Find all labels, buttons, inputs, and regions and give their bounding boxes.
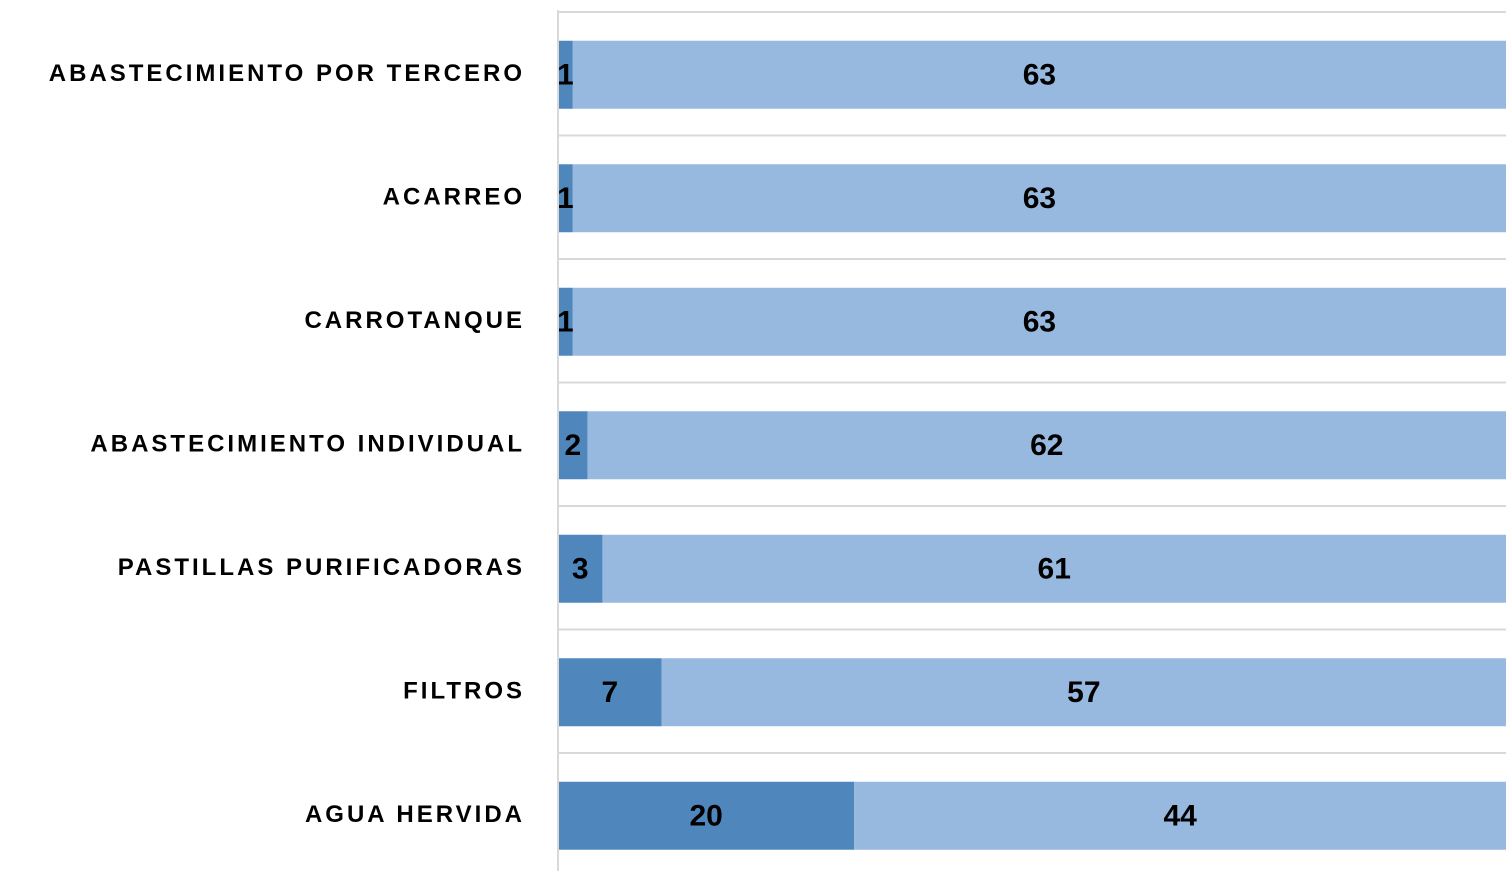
category-label: ABASTECIMIENTO INDIVIDUAL xyxy=(90,431,525,458)
data-label: 62 xyxy=(1030,429,1063,462)
data-label: 2 xyxy=(564,429,581,462)
data-label: 3 xyxy=(572,553,589,586)
bar-segment xyxy=(854,781,1506,850)
data-label: 1 xyxy=(557,182,574,215)
bar-segment xyxy=(572,287,1506,356)
bar-segment xyxy=(558,40,573,109)
data-label: 63 xyxy=(1023,59,1056,92)
bar-segment xyxy=(572,164,1506,233)
data-label: 61 xyxy=(1038,553,1071,586)
category-label: ABASTECIMIENTO POR TERCERO xyxy=(49,60,525,87)
bar-segment xyxy=(558,658,662,727)
data-label: 1 xyxy=(557,59,574,92)
bar-segment xyxy=(572,40,1506,109)
category-label: AGUA HERVIDA xyxy=(305,801,525,828)
data-label: 1 xyxy=(557,306,574,339)
bar-segment xyxy=(558,781,855,850)
category-label: CARROTANQUE xyxy=(304,307,525,334)
data-label: 20 xyxy=(689,800,722,833)
bar-segment xyxy=(558,287,573,356)
category-label: ACARREO xyxy=(383,184,525,211)
data-label: 44 xyxy=(1163,800,1197,833)
category-label: PASTILLAS PURIFICADORAS xyxy=(118,554,525,581)
bar-segment xyxy=(558,164,573,233)
bar-segment xyxy=(558,411,588,480)
data-label: 63 xyxy=(1023,306,1056,339)
data-label: 57 xyxy=(1067,676,1100,709)
category-label: FILTROS xyxy=(403,678,525,705)
bar-segment xyxy=(661,658,1506,727)
data-label: 7 xyxy=(602,676,619,709)
bar-segment xyxy=(558,534,603,603)
bar-segment xyxy=(602,534,1506,603)
data-label: 63 xyxy=(1023,182,1056,215)
bar-segment xyxy=(587,411,1506,480)
